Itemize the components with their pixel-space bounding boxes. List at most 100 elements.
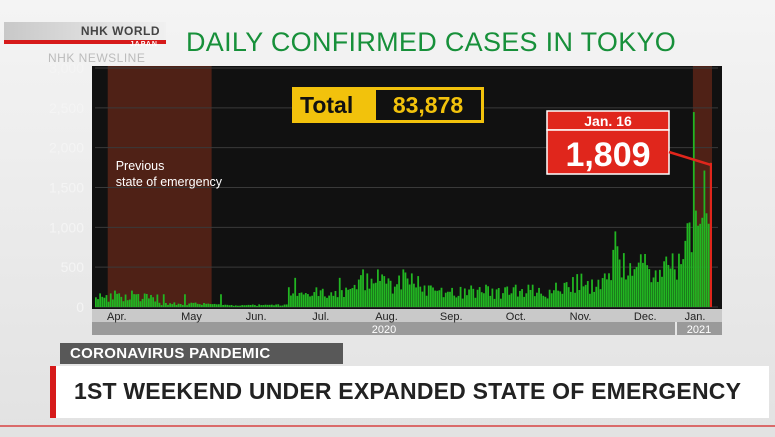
daily-case-bar bbox=[213, 303, 216, 307]
daily-case-bar bbox=[603, 273, 606, 307]
latest-day-bar bbox=[709, 162, 712, 307]
daily-case-bar bbox=[336, 297, 339, 307]
daily-case-bar bbox=[173, 302, 176, 307]
daily-case-bar bbox=[154, 301, 157, 307]
daily-case-bar bbox=[158, 302, 161, 307]
x-month-label: Nov. bbox=[570, 311, 592, 323]
daily-case-bar bbox=[247, 304, 250, 307]
daily-case-bar bbox=[637, 262, 640, 307]
daily-case-bar bbox=[591, 279, 593, 307]
daily-case-bar bbox=[449, 291, 451, 307]
logo-subtext: JAPAN bbox=[129, 41, 158, 48]
daily-case-bar bbox=[417, 276, 420, 307]
daily-case-bar bbox=[105, 295, 108, 307]
daily-case-bar bbox=[629, 263, 632, 307]
daily-case-bar bbox=[461, 298, 464, 307]
daily-case-bar bbox=[141, 298, 144, 307]
year-axis-band bbox=[92, 322, 722, 335]
daily-case-bar bbox=[131, 290, 133, 307]
daily-case-bar bbox=[118, 293, 121, 307]
daily-case-bar bbox=[608, 273, 610, 307]
daily-case-bar bbox=[111, 299, 114, 307]
daily-case-bar bbox=[644, 253, 646, 307]
daily-case-bar bbox=[370, 278, 373, 307]
daily-case-bar bbox=[516, 296, 519, 307]
daily-case-bar bbox=[226, 304, 229, 307]
daily-case-bar bbox=[209, 304, 212, 307]
daily-case-bar bbox=[296, 295, 299, 307]
daily-case-bar bbox=[421, 291, 424, 307]
daily-case-bar bbox=[260, 305, 263, 307]
daily-case-bar bbox=[440, 287, 443, 307]
daily-case-bar bbox=[705, 213, 708, 307]
daily-case-bar bbox=[597, 279, 600, 307]
daily-case-bar bbox=[400, 289, 403, 307]
daily-case-bar bbox=[181, 304, 184, 307]
daily-case-bar bbox=[675, 279, 678, 307]
daily-case-bar bbox=[160, 305, 163, 307]
daily-case-bar bbox=[648, 269, 651, 307]
daily-case-bar bbox=[459, 286, 462, 307]
daily-case-bar bbox=[658, 269, 661, 307]
daily-case-bar bbox=[436, 290, 439, 307]
daily-case-bar bbox=[148, 298, 150, 307]
daily-case-bar bbox=[684, 240, 687, 307]
month-axis-band bbox=[92, 309, 722, 322]
daily-case-bar bbox=[143, 293, 146, 307]
daily-case-bar bbox=[196, 303, 199, 307]
daily-case-bar bbox=[419, 286, 422, 307]
daily-case-bar bbox=[480, 292, 483, 307]
daily-case-bar bbox=[122, 301, 125, 307]
daily-case-bar bbox=[487, 286, 490, 307]
daily-case-bar bbox=[601, 278, 604, 307]
daily-case-bar bbox=[442, 297, 445, 307]
daily-case-bar bbox=[251, 304, 254, 307]
daily-case-bar bbox=[478, 287, 481, 307]
daily-case-bar bbox=[703, 170, 706, 307]
y-tick-label: 3,000 bbox=[49, 60, 84, 76]
y-tick-label: 0 bbox=[76, 299, 84, 315]
daily-case-bar bbox=[239, 305, 241, 307]
daily-case-bar bbox=[468, 289, 470, 307]
daily-case-bar bbox=[349, 289, 352, 307]
daily-case-bar bbox=[466, 295, 468, 307]
daily-case-bar bbox=[491, 288, 494, 307]
daily-case-bar bbox=[338, 277, 341, 307]
daily-case-bar bbox=[340, 290, 343, 307]
callout-pointer bbox=[668, 150, 712, 167]
daily-case-bar bbox=[275, 304, 277, 307]
daily-case-bar bbox=[504, 287, 506, 307]
daily-case-bar bbox=[317, 296, 320, 307]
daily-case-bar bbox=[270, 304, 273, 307]
daily-case-bar bbox=[215, 304, 218, 307]
daily-case-bar bbox=[383, 276, 386, 307]
daily-case-bar bbox=[523, 296, 526, 307]
daily-case-bar bbox=[313, 292, 316, 307]
daily-case-bar bbox=[347, 289, 350, 307]
daily-case-bar bbox=[502, 293, 504, 307]
daily-case-bar bbox=[508, 294, 511, 307]
daily-case-bar bbox=[580, 273, 583, 307]
daily-case-bar bbox=[107, 301, 110, 307]
daily-case-bar bbox=[311, 295, 314, 307]
daily-case-bar bbox=[139, 301, 142, 307]
x-month-label: Jun. bbox=[246, 311, 267, 323]
daily-case-bar bbox=[281, 305, 284, 307]
daily-case-bar bbox=[544, 296, 547, 307]
daily-case-bar bbox=[220, 294, 222, 307]
daily-case-bar bbox=[406, 278, 409, 307]
daily-case-bar bbox=[328, 295, 331, 307]
daily-case-bar bbox=[302, 294, 305, 307]
daily-case-bar bbox=[294, 277, 297, 307]
daily-case-bar bbox=[404, 272, 407, 307]
daily-case-bar bbox=[277, 304, 280, 307]
daily-case-bar bbox=[497, 288, 500, 307]
daily-case-bar bbox=[273, 305, 275, 307]
daily-case-bar bbox=[618, 259, 621, 307]
daily-case-bar bbox=[697, 225, 699, 307]
daily-case-bar bbox=[103, 297, 106, 307]
daily-case-bar bbox=[699, 223, 702, 307]
daily-case-bar bbox=[124, 294, 127, 307]
daily-case-bar bbox=[654, 270, 657, 307]
daily-case-bar bbox=[307, 294, 309, 307]
